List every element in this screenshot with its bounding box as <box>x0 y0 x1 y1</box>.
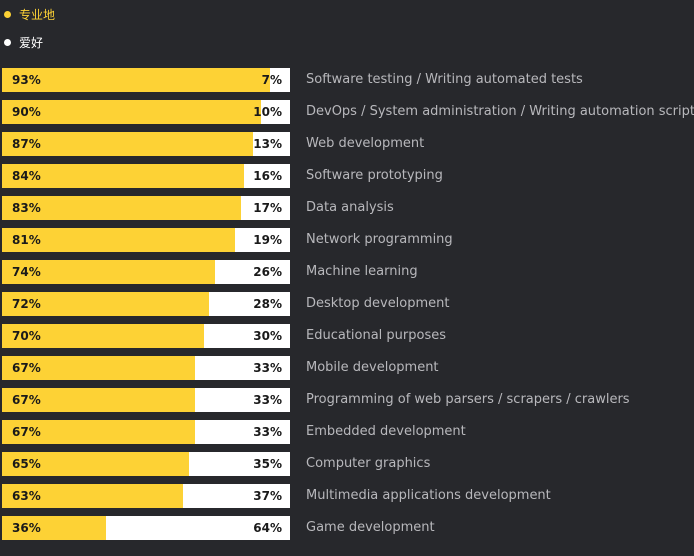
category-label: Data analysis <box>306 200 394 215</box>
bar-segment-professional <box>2 388 195 412</box>
category-label: Embedded development <box>306 424 466 439</box>
data-label-professional: 36% <box>12 521 41 535</box>
category-label: Desktop development <box>306 296 450 311</box>
data-label-hobby: 28% <box>253 297 282 311</box>
bar-segment-professional <box>2 324 204 348</box>
bar-track: 87% 13% <box>2 132 290 156</box>
bar-track: 67% 33% <box>2 356 290 380</box>
bar-row: 67% 33% Embedded development <box>2 420 694 444</box>
data-label-hobby: 33% <box>253 425 282 439</box>
bar-track: 83% 17% <box>2 196 290 220</box>
bar-segment-professional <box>2 356 195 380</box>
bar-row: 65% 35% Computer graphics <box>2 452 694 476</box>
data-label-hobby: 7% <box>261 73 282 87</box>
category-label: Educational purposes <box>306 328 447 343</box>
bar-track: 74% 26% <box>2 260 290 284</box>
data-label-hobby: 13% <box>253 137 282 151</box>
data-label-professional: 72% <box>12 297 41 311</box>
bar-row: 67% 33% Programming of web parsers / scr… <box>2 388 694 412</box>
data-label-hobby: 64% <box>253 521 282 535</box>
legend-item-hobby[interactable]: 爱好 <box>4 34 43 51</box>
bar-track: 81% 19% <box>2 228 290 252</box>
bar-row: 72% 28% Desktop development <box>2 292 694 316</box>
bar-row: 70% 30% Educational purposes <box>2 324 694 348</box>
bar-segment-professional <box>2 420 195 444</box>
bar-segment-professional <box>2 484 184 508</box>
bar-segment-professional <box>2 452 190 476</box>
category-label: DevOps / System administration / Writing… <box>306 104 694 119</box>
data-label-hobby: 37% <box>253 489 282 503</box>
category-label: Software testing / Writing automated tes… <box>306 72 583 87</box>
bar-segment-professional <box>2 292 210 316</box>
category-label: Network programming <box>306 232 453 247</box>
legend-dot <box>4 11 11 18</box>
data-label-professional: 93% <box>12 73 41 87</box>
bar-row: 81% 19% Network programming <box>2 228 694 252</box>
bar-segment-professional <box>2 132 253 156</box>
category-label: Mobile development <box>306 360 439 375</box>
data-label-hobby: 33% <box>253 361 282 375</box>
data-label-hobby: 35% <box>253 457 282 471</box>
bar-track: 65% 35% <box>2 452 290 476</box>
data-label-professional: 84% <box>12 169 41 183</box>
data-label-professional: 87% <box>12 137 41 151</box>
bar-track: 63% 37% <box>2 484 290 508</box>
bar-track: 36% 64% <box>2 516 290 540</box>
bar-track: 72% 28% <box>2 292 290 316</box>
bar-row: 93% 7% Software testing / Writing automa… <box>2 68 694 92</box>
bar-row: 63% 37% Multimedia applications developm… <box>2 484 694 508</box>
data-label-professional: 67% <box>12 393 41 407</box>
category-label: Machine learning <box>306 264 418 279</box>
bar-track: 84% 16% <box>2 164 290 188</box>
bar-segment-professional <box>2 196 242 220</box>
data-label-professional: 67% <box>12 361 41 375</box>
category-label: Computer graphics <box>306 456 431 471</box>
data-label-professional: 65% <box>12 457 41 471</box>
legend-label: 专业地 <box>19 8 56 22</box>
bar-segment-professional <box>2 228 236 252</box>
bar-segment-professional <box>2 164 244 188</box>
bar-track: 67% 33% <box>2 420 290 444</box>
bar-row: 67% 33% Mobile development <box>2 356 694 380</box>
bar-row: 84% 16% Software prototyping <box>2 164 694 188</box>
bar-track: 67% 33% <box>2 388 290 412</box>
bar-segment-professional <box>2 260 216 284</box>
data-label-professional: 81% <box>12 233 41 247</box>
data-label-hobby: 30% <box>253 329 282 343</box>
bar-track: 93% 7% <box>2 68 290 92</box>
bar-segment-professional <box>2 100 262 124</box>
data-label-hobby: 17% <box>253 201 282 215</box>
data-label-hobby: 19% <box>253 233 282 247</box>
data-label-hobby: 33% <box>253 393 282 407</box>
category-label: Software prototyping <box>306 168 443 183</box>
bar-segment-professional <box>2 68 270 92</box>
bar-track: 90% 10% <box>2 100 290 124</box>
legend-dot <box>4 39 11 46</box>
bar-row: 74% 26% Machine learning <box>2 260 694 284</box>
data-label-professional: 74% <box>12 265 41 279</box>
data-label-hobby: 26% <box>253 265 282 279</box>
data-label-professional: 63% <box>12 489 41 503</box>
legend-label: 爱好 <box>19 36 44 50</box>
data-label-hobby: 10% <box>253 105 282 119</box>
data-label-professional: 90% <box>12 105 41 119</box>
bar-row: 36% 64% Game development <box>2 516 694 540</box>
category-label: Web development <box>306 136 425 151</box>
data-label-hobby: 16% <box>253 169 282 183</box>
bar-track: 70% 30% <box>2 324 290 348</box>
bar-segment-professional <box>2 516 106 540</box>
data-label-professional: 83% <box>12 201 41 215</box>
bar-row: 87% 13% Web development <box>2 132 694 156</box>
category-label: Game development <box>306 520 435 535</box>
category-label: Multimedia applications development <box>306 488 551 503</box>
bar-row: 90% 10% DevOps / System administration /… <box>2 100 694 124</box>
data-label-professional: 67% <box>12 425 41 439</box>
bar-row: 83% 17% Data analysis <box>2 196 694 220</box>
legend-item-professional[interactable]: 专业地 <box>4 6 55 23</box>
data-label-professional: 70% <box>12 329 41 343</box>
category-label: Programming of web parsers / scrapers / … <box>306 392 630 407</box>
